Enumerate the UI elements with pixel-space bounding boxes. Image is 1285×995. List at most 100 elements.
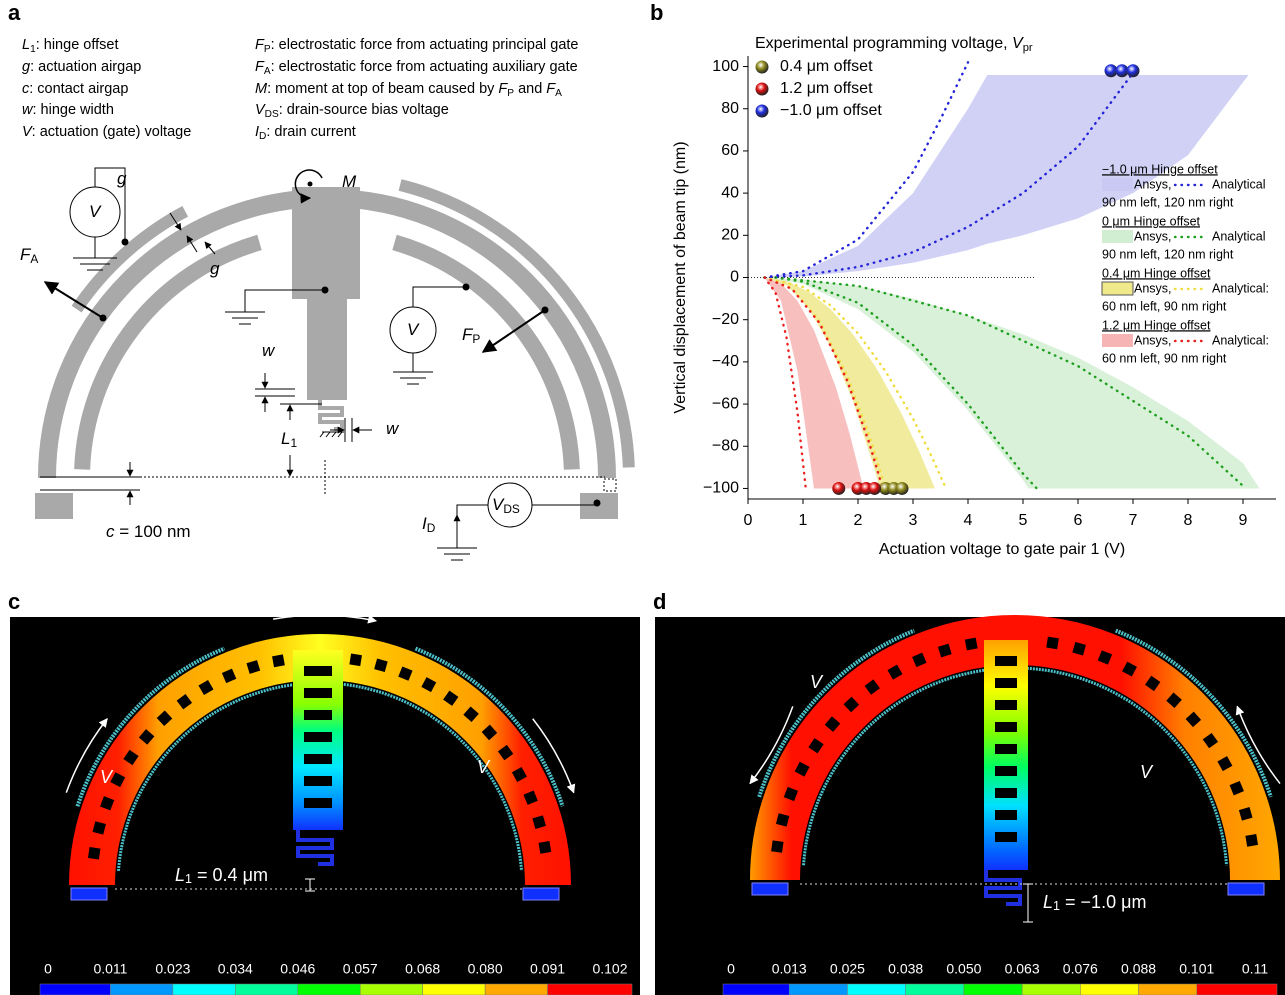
text-part: F: [546, 81, 556, 97]
legend-marker: [755, 104, 769, 118]
text-part: V: [1012, 35, 1024, 52]
analytical-curve: [763, 276, 807, 490]
diagram-label: g: [117, 169, 127, 188]
text-part: pr: [1023, 42, 1033, 54]
hole: [421, 677, 437, 693]
text-part: = 0.4 μm: [192, 865, 268, 885]
text-part: : contact airgap: [29, 81, 128, 97]
colorbar-segment: [110, 983, 174, 995]
hole: [88, 847, 101, 860]
x-tick-label: 3: [909, 512, 918, 529]
text-part: D: [259, 131, 266, 142]
text-part: 1: [1053, 899, 1060, 913]
legend-note: 60 nm left, 90 nm right: [1102, 299, 1227, 313]
legend-title: −1.0 μm Hinge offset: [1102, 162, 1218, 176]
legend-title: 0 μm Hinge offset: [1102, 214, 1201, 228]
legend-marker: [755, 60, 769, 74]
legend-label: −1.0 μm offset: [780, 102, 882, 119]
text-part: M: [342, 172, 357, 191]
legend-title: 0.4 μm Hinge offset: [1102, 266, 1211, 280]
text-part: V: [100, 767, 114, 787]
y-tick-label: −80: [712, 437, 739, 454]
text-part: M: [255, 81, 268, 97]
text-part: g: [22, 59, 30, 75]
diagram-label: w: [386, 419, 400, 438]
legend-title: 1.2 μm Hinge offset: [1102, 318, 1211, 332]
colorbar-segment: [1138, 983, 1198, 995]
hole: [1097, 650, 1113, 665]
pad: [70, 887, 108, 901]
x-axis-label: Actuation voltage to gate pair 1 (V): [879, 541, 1125, 558]
hole: [511, 766, 527, 782]
legend-note: 90 nm left, 120 nm right: [1102, 195, 1234, 209]
hole: [1072, 641, 1086, 656]
text-part: : actuation airgap: [30, 59, 141, 75]
text-part: g: [210, 259, 220, 278]
text-part: V: [810, 672, 824, 692]
x-tick-label: 4: [964, 512, 973, 529]
x-tick-label: 1: [799, 512, 808, 529]
text-part: L: [1043, 892, 1053, 912]
hole: [912, 652, 927, 668]
hole: [771, 840, 784, 853]
colorbar-segment: [1080, 983, 1139, 995]
colorbar-segment: [359, 983, 423, 995]
simulation-d: V V L1 = −1.0 μm 0 0.013 0.025 0.038 0.050 0.063…: [722, 599, 1281, 995]
colorbar-label: 0.034: [218, 961, 253, 977]
hole: [995, 678, 1017, 688]
wire: [437, 504, 597, 561]
text-part: w: [262, 341, 276, 360]
text-part: P: [472, 332, 480, 346]
legend-a: L1: hinge offset g: actuation airgap c: …: [22, 37, 579, 142]
x-tick-label: 7: [1129, 512, 1138, 529]
text-part: 1: [30, 44, 36, 55]
chart-b: 0.4 μm offset 1.2 μm offset −1.0 μm offset…: [672, 35, 1276, 558]
contact: [603, 478, 617, 492]
text-part: V: [492, 495, 505, 514]
gap-arrow: [204, 241, 216, 255]
colorbar-segment: [788, 983, 848, 995]
hole: [1202, 732, 1219, 749]
hole: [995, 700, 1017, 710]
x-tick-label: 5: [1019, 512, 1028, 529]
colorbar-label: 0.046: [280, 961, 315, 977]
sim-label: L1 = 0.4 μm: [175, 865, 268, 887]
text-part: P: [507, 88, 514, 99]
anchor: [319, 431, 344, 438]
text-part: 1: [290, 436, 297, 450]
force-arrow: [481, 309, 546, 353]
data-point: [1104, 64, 1118, 78]
hole: [304, 666, 332, 676]
diagram-label: c = 100 nm: [106, 522, 191, 541]
sim-background: [655, 617, 1285, 995]
colorbar-label: 0.068: [405, 961, 440, 977]
hole: [1217, 756, 1233, 772]
pad: [751, 882, 789, 896]
legend-swatch: [1102, 230, 1133, 243]
diagram-label: VDS: [492, 495, 520, 516]
colorbar-segment: [484, 983, 548, 995]
legend-label: Analytical: [1212, 177, 1266, 191]
colorbar-label: 0.011: [93, 961, 127, 977]
sim-label: V: [100, 767, 114, 787]
hole: [1122, 661, 1137, 677]
diagram-label: M: [342, 172, 357, 191]
colorbar-segment: [963, 983, 1023, 995]
gap-arrow: [169, 212, 182, 231]
hole: [794, 761, 810, 777]
hole: [887, 664, 903, 680]
legend-label: Analytical:: [1212, 281, 1269, 295]
text-part: F: [255, 59, 265, 75]
sim-label: V: [810, 672, 824, 692]
node: [321, 286, 329, 294]
gap-arrow: [186, 235, 198, 253]
rotation-arrow: [1235, 705, 1281, 785]
diagram-label: FA: [20, 245, 38, 266]
moment-arrow: [294, 169, 323, 204]
text-part: c: [106, 522, 115, 541]
legend-line: c: contact airgap: [22, 81, 128, 97]
colorbar-segment: [235, 983, 299, 995]
hole: [176, 694, 193, 710]
hole: [1245, 834, 1259, 847]
